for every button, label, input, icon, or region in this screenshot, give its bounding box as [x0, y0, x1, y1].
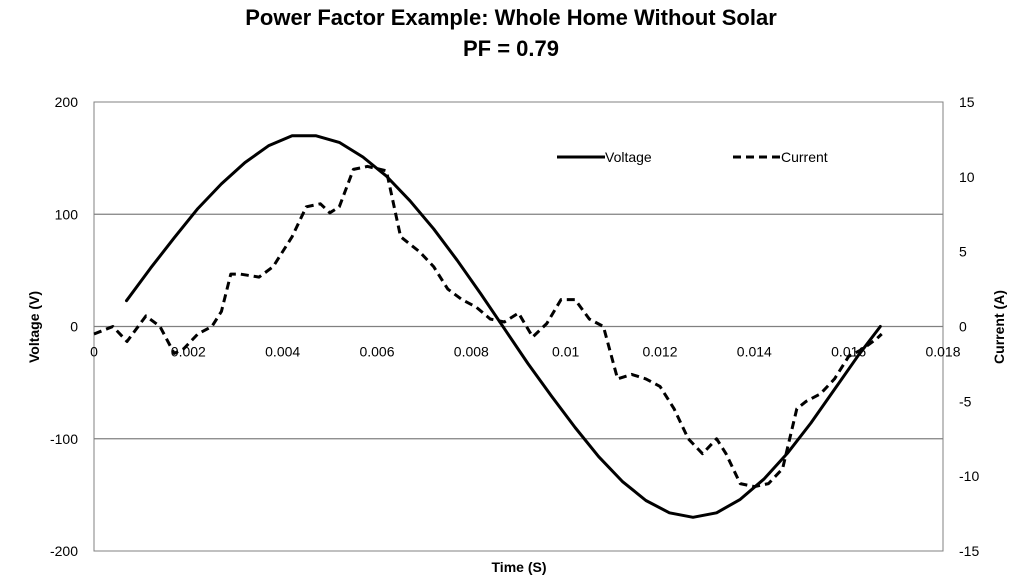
y-axis-ticks: 200 100 0 -100 -200 [50, 94, 78, 559]
x-tick-label: 0.006 [359, 344, 394, 360]
y2-axis-title: Current (A) [991, 290, 1007, 364]
x-tick-label: 0.014 [737, 344, 772, 360]
legend: Voltage Current [557, 149, 828, 165]
y-tick-label: -200 [50, 543, 78, 559]
y2-tick-label: 0 [959, 319, 967, 335]
chart-title: Power Factor Example: Whole Home Without… [245, 5, 777, 30]
chart-subtitle: PF = 0.79 [463, 36, 559, 61]
gridlines [94, 213, 943, 440]
y2-tick-label: 15 [959, 94, 975, 110]
y2-tick-label: 5 [959, 244, 967, 260]
y-axis-title: Voltage (V) [26, 291, 42, 363]
y-tick-label: 0 [70, 319, 78, 335]
x-tick-label: 0.008 [454, 344, 489, 360]
x-axis-title: Time (S) [492, 559, 547, 575]
y2-tick-label: -10 [959, 468, 979, 484]
y-tick-label: 100 [55, 206, 79, 222]
x-tick-label: 0.012 [642, 344, 677, 360]
x-tick-label: 0.01 [552, 344, 579, 360]
legend-current-label: Current [781, 149, 828, 165]
legend-voltage-label: Voltage [605, 149, 652, 165]
x-tick-label: 0.004 [265, 344, 300, 360]
y-tick-label: 200 [55, 94, 79, 110]
y2-tick-label: 10 [959, 169, 975, 185]
series-layer [93, 134, 883, 519]
x-tick-label: 0.002 [171, 344, 206, 360]
y2-axis-ticks: 15 10 5 0 -5 -10 -15 [959, 94, 979, 559]
y-tick-label: -100 [50, 431, 78, 447]
x-tick-label: 0.016 [831, 344, 866, 360]
x-tick-label: 0.018 [925, 344, 960, 360]
plot-area-frame [93, 101, 944, 552]
x-tick-label: 0 [90, 344, 98, 360]
y2-tick-label: -15 [959, 543, 979, 559]
x-axis-ticks: 0 0.002 0.004 0.006 0.008 0.01 0.012 0.014 0.016… [90, 344, 961, 360]
current-series-line [93, 164, 883, 489]
y2-tick-label: -5 [959, 393, 972, 409]
